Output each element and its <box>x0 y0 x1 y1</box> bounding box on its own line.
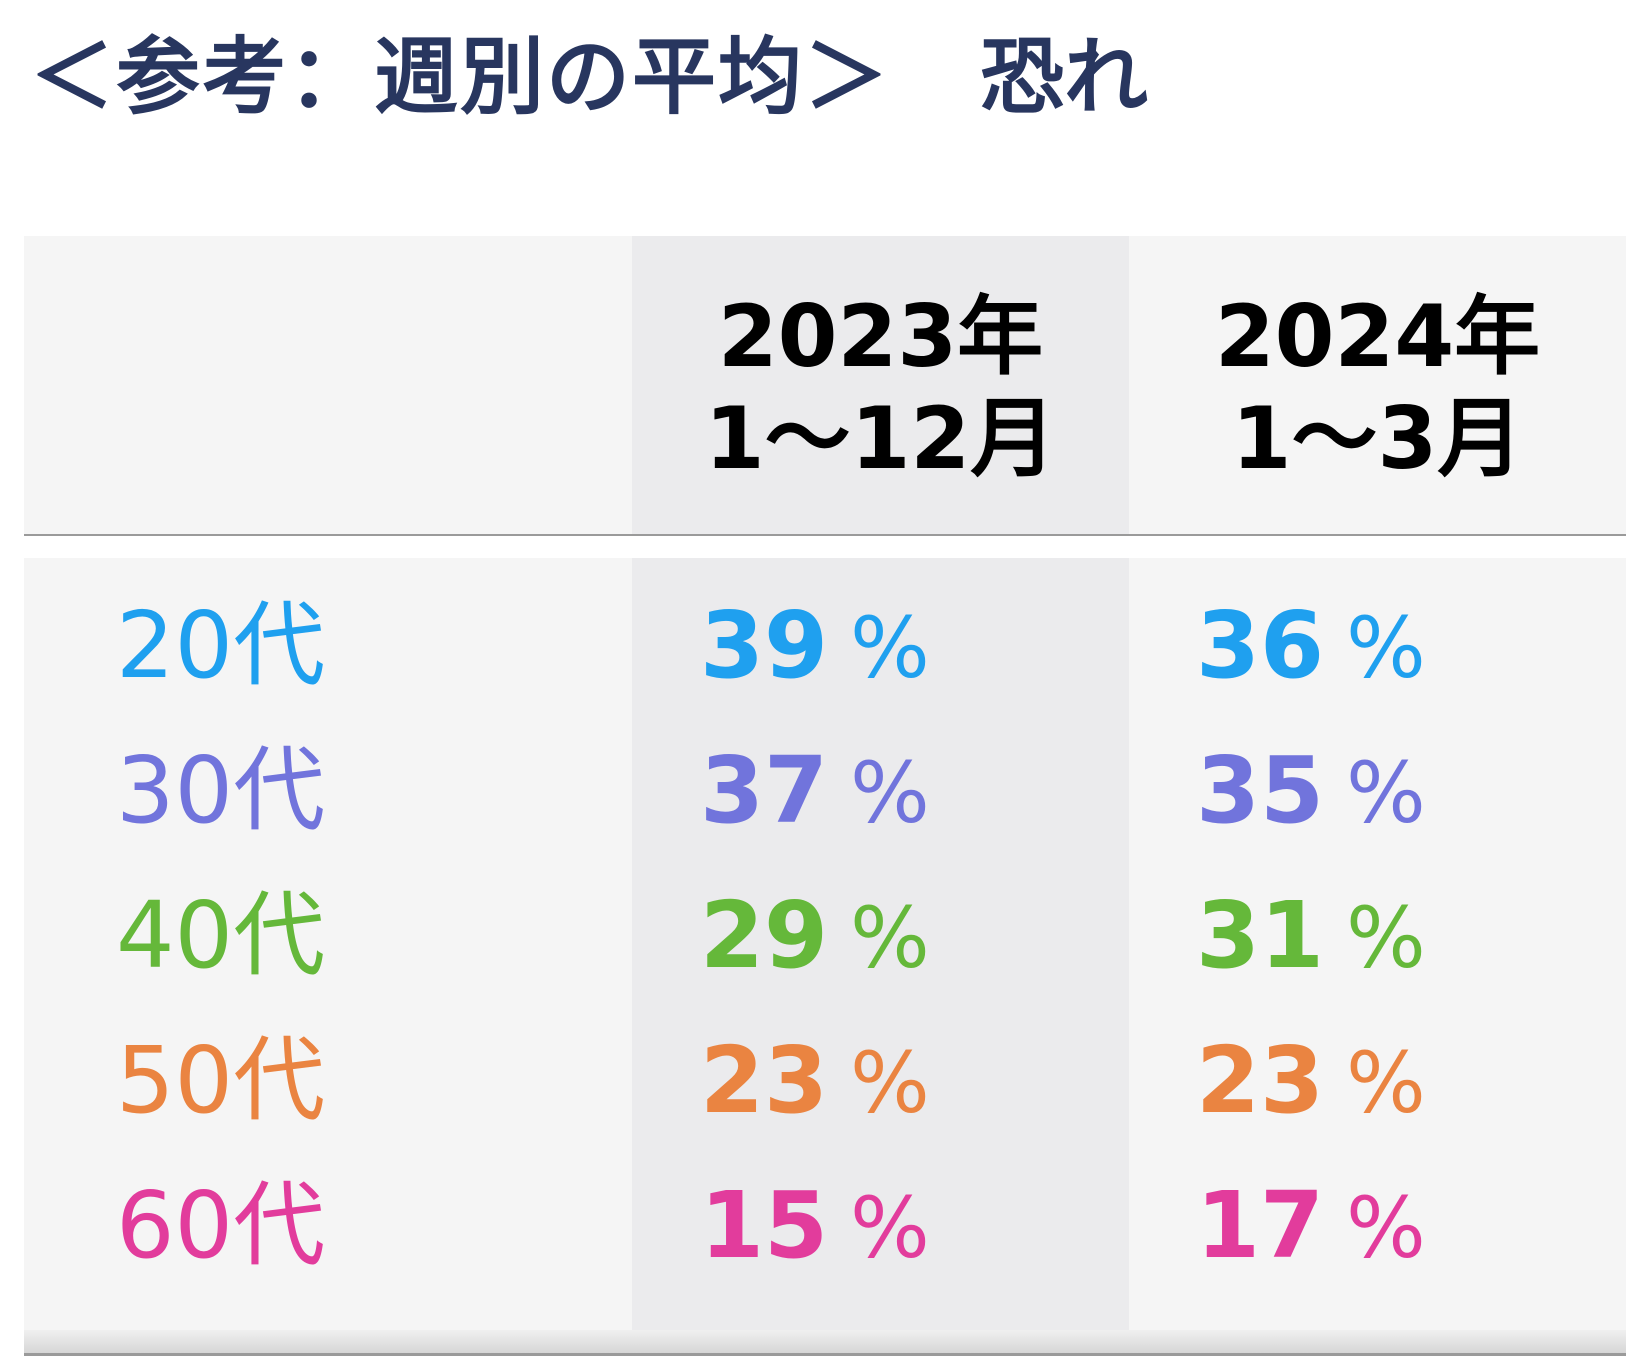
body-label-column <box>24 558 632 1353</box>
value-number: 23 <box>700 1027 829 1134</box>
header-bg-2023 <box>632 236 1129 534</box>
page-title: ＜参考：週別の平均＞ 恐れ <box>30 10 1148 130</box>
percent-sign: % <box>1346 599 1426 697</box>
value-cell: 29% <box>700 858 930 1013</box>
value-cell: 17% <box>1196 1148 1426 1303</box>
percent-sign: % <box>1346 1034 1426 1132</box>
value-number: 36 <box>1196 592 1325 699</box>
value-number: 23 <box>1196 1027 1325 1134</box>
table-row: 50代 23% 23% <box>24 1003 1626 1158</box>
value-cell: 23% <box>1196 1003 1426 1158</box>
value-number: 17 <box>1196 1172 1325 1279</box>
value-number: 31 <box>1196 882 1325 989</box>
column-header-months: 1〜3月 <box>1231 389 1524 489</box>
table-row: 30代 37% 35% <box>24 713 1626 868</box>
table-row: 40代 29% 31% <box>24 858 1626 1013</box>
percent-sign: % <box>1346 889 1426 987</box>
value-cell: 15% <box>700 1148 930 1303</box>
percent-sign: % <box>1346 1179 1426 1277</box>
row-label: 40代 <box>116 882 326 989</box>
data-table: 2023年 1〜12月 2024年 1〜3月 20代 39% 36% 30代 37% 35… <box>24 236 1626 1360</box>
value-cell: 23% <box>700 1003 930 1158</box>
table-row: 20代 39% 36% <box>24 568 1626 723</box>
row-label: 20代 <box>116 592 326 699</box>
percent-sign: % <box>850 1034 930 1132</box>
column-header-2023: 2023年 1〜12月 <box>632 286 1129 490</box>
row-label: 60代 <box>116 1172 326 1279</box>
header-label-cell <box>24 236 632 534</box>
value-number: 15 <box>700 1172 829 1279</box>
title-main: ＜参考：週別の平均＞ <box>30 27 891 126</box>
body-column-2024 <box>1129 558 1626 1353</box>
column-header-year: 2023年 <box>717 287 1044 387</box>
value-number: 35 <box>1196 737 1325 844</box>
percent-sign: % <box>850 889 930 987</box>
percent-sign: % <box>850 599 930 697</box>
column-header-months: 1〜12月 <box>704 389 1057 489</box>
value-number: 39 <box>700 592 829 699</box>
value-cell: 35% <box>1196 713 1426 868</box>
table-row: 60代 15% 17% <box>24 1148 1626 1303</box>
row-label: 50代 <box>116 1027 326 1134</box>
percent-sign: % <box>1346 744 1426 842</box>
header-bg-2024 <box>1129 236 1626 534</box>
title-emotion: 恐れ <box>980 27 1149 126</box>
body-column-2023 <box>632 558 1129 1353</box>
value-number: 37 <box>700 737 829 844</box>
percent-sign: % <box>850 744 930 842</box>
table-bottom-divider <box>24 1353 1626 1356</box>
value-number: 29 <box>700 882 829 989</box>
table-bottom-shadow <box>24 1330 1626 1353</box>
percent-sign: % <box>850 1179 930 1277</box>
column-header-year: 2024年 <box>1214 287 1541 387</box>
value-cell: 37% <box>700 713 930 868</box>
value-cell: 36% <box>1196 568 1426 723</box>
value-cell: 31% <box>1196 858 1426 1013</box>
value-cell: 39% <box>700 568 930 723</box>
row-label: 30代 <box>116 737 326 844</box>
header-divider <box>24 534 1626 536</box>
column-header-2024: 2024年 1〜3月 <box>1129 286 1626 490</box>
